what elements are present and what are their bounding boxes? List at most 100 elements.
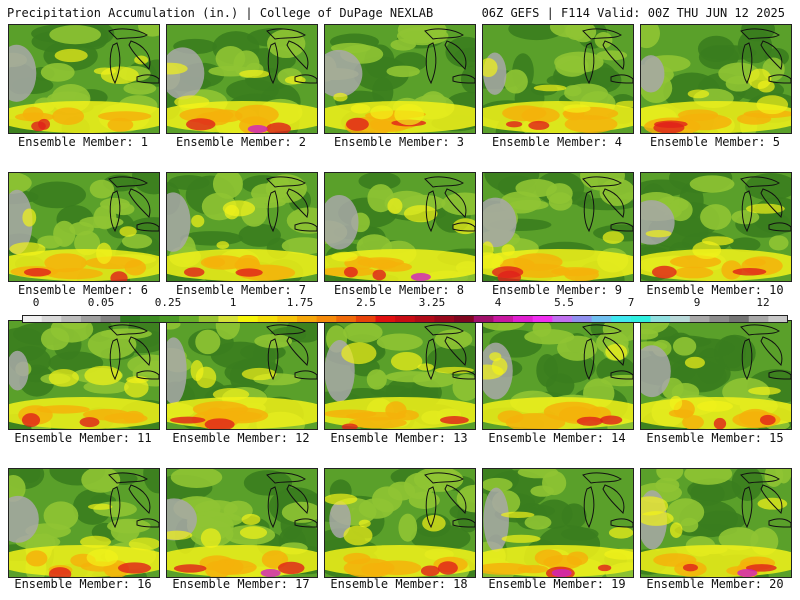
colorbar-swatch xyxy=(650,315,671,323)
great-lakes-outline xyxy=(108,472,148,484)
great-lakes-outline xyxy=(760,336,783,366)
colorbar-swatch xyxy=(316,315,337,323)
ensemble-member-map xyxy=(640,468,792,578)
colorbar-swatch xyxy=(532,315,553,323)
colorbar-tick-label: 0.05 xyxy=(87,296,115,309)
great-lakes-outline xyxy=(294,370,317,380)
ensemble-member-map xyxy=(324,468,476,578)
great-lakes-outline xyxy=(425,42,437,85)
great-lakes-outline xyxy=(452,518,475,528)
great-lakes-outline xyxy=(425,190,437,233)
ensemble-member-map xyxy=(324,172,476,282)
colorbar-swatch xyxy=(80,315,102,323)
colorbar-swatch xyxy=(434,315,455,323)
great-lakes-outline xyxy=(444,188,467,218)
colorbar-swatch xyxy=(454,315,475,323)
ensemble-member-map xyxy=(482,24,634,134)
colorbar-swatch xyxy=(41,315,62,323)
great-lakes-outline xyxy=(136,222,159,232)
ensemble-member-label: Ensemble Member: 3 xyxy=(333,135,465,149)
great-lakes-outline xyxy=(424,324,464,336)
ensemble-member-label: Ensemble Member: 14 xyxy=(488,431,626,445)
great-lakes-outline xyxy=(136,370,159,380)
great-lakes-outline xyxy=(136,518,159,528)
great-lakes-outline xyxy=(610,370,633,380)
great-lakes-outline xyxy=(266,324,306,336)
great-lakes-outline xyxy=(610,74,633,84)
ensemble-member-label: Ensemble Member: 6 xyxy=(17,283,149,297)
great-lakes-outline xyxy=(444,484,467,514)
ensemble-member-label: Ensemble Member: 16 xyxy=(14,577,152,591)
ensemble-member-label: Ensemble Member: 17 xyxy=(172,577,310,591)
ensemble-member-map xyxy=(8,468,160,578)
great-lakes-outline xyxy=(583,190,595,233)
ensemble-member-label: Ensemble Member: 19 xyxy=(488,577,626,591)
colorbar-swatch xyxy=(120,315,141,323)
colorbar-tick-label: 9 xyxy=(693,296,701,309)
great-lakes-outline xyxy=(602,484,625,514)
colorbar-swatch xyxy=(139,315,160,323)
great-lakes-outline xyxy=(128,484,151,514)
great-lakes-outline xyxy=(741,486,753,529)
great-lakes-outline xyxy=(128,336,151,366)
great-lakes-outline xyxy=(128,40,151,70)
great-lakes-outline xyxy=(109,190,121,233)
great-lakes-outline xyxy=(740,176,780,188)
ensemble-member-label: Ensemble Member: 18 xyxy=(330,577,468,591)
colorbar-swatch xyxy=(296,315,318,323)
colorbar-swatch xyxy=(670,315,691,323)
great-lakes-outline xyxy=(266,176,306,188)
great-lakes-outline xyxy=(582,28,622,40)
ensemble-member-map xyxy=(166,468,318,578)
great-lakes-outline xyxy=(286,484,309,514)
colorbar-swatch xyxy=(729,315,750,323)
colorbar-swatch xyxy=(513,315,534,323)
colorbar-tick-label: 1.75 xyxy=(286,296,314,309)
great-lakes-outline xyxy=(286,336,309,366)
great-lakes-outline xyxy=(452,74,475,84)
colorbar-swatch xyxy=(198,315,219,323)
colorbar-swatch xyxy=(709,315,730,323)
map-title: Precipitation Accumulation (in.) | Colle… xyxy=(7,6,434,20)
great-lakes-outline xyxy=(602,40,625,70)
colorbar-swatch xyxy=(493,315,514,323)
ensemble-member-map xyxy=(8,24,160,134)
ensemble-member-label: Ensemble Member: 9 xyxy=(491,283,623,297)
colorbar-tick-label: 2.5 xyxy=(356,296,376,309)
great-lakes-outline xyxy=(583,486,595,529)
colorbar-swatch xyxy=(61,315,82,323)
great-lakes-outline xyxy=(602,188,625,218)
colorbar-swatch xyxy=(630,315,652,323)
colorbar-swatch xyxy=(552,315,573,323)
ensemble-member-map xyxy=(482,320,634,430)
ensemble-member-map xyxy=(640,172,792,282)
ensemble-member-label: Ensemble Member: 15 xyxy=(646,431,784,445)
colorbar-swatch xyxy=(748,315,769,323)
great-lakes-outline xyxy=(266,28,306,40)
great-lakes-outline xyxy=(424,472,464,484)
great-lakes-outline xyxy=(266,472,306,484)
great-lakes-outline xyxy=(452,222,475,232)
colorbar-tick-label: 7 xyxy=(627,296,635,309)
colorbar-swatch xyxy=(355,315,377,323)
colorbar-tick-label: 4 xyxy=(494,296,502,309)
great-lakes-outline xyxy=(740,324,780,336)
ensemble-member-label: Ensemble Member: 1 xyxy=(17,135,149,149)
great-lakes-outline xyxy=(108,176,148,188)
ensemble-member-label: Ensemble Member: 12 xyxy=(172,431,310,445)
colorbar-tick-label: 5.5 xyxy=(554,296,574,309)
great-lakes-outline xyxy=(741,42,753,85)
colorbar-swatch xyxy=(591,315,612,323)
great-lakes-outline xyxy=(128,188,151,218)
colorbar-swatch xyxy=(238,315,259,323)
colorbar-swatch xyxy=(257,315,278,323)
colorbar-swatch xyxy=(375,315,396,323)
colorbar-tick-label: 12 xyxy=(756,296,770,309)
ensemble-member-map xyxy=(166,24,318,134)
colorbar-swatch xyxy=(218,315,239,323)
colorbar-swatch xyxy=(336,315,357,323)
great-lakes-outline xyxy=(425,338,437,381)
great-lakes-outline xyxy=(136,74,159,84)
great-lakes-outline xyxy=(582,324,622,336)
great-lakes-outline xyxy=(425,486,437,529)
